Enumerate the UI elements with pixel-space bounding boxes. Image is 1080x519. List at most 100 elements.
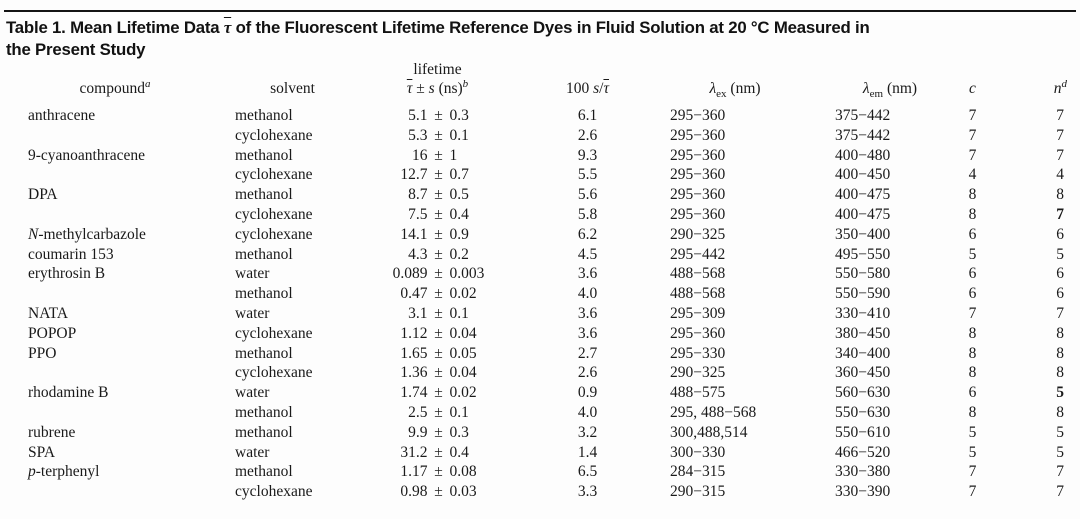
nm-unit: (nm) <box>726 80 761 97</box>
cell-ratio: 2.6 <box>520 126 655 146</box>
table-row: cyclohexane 0.98 ±0.03 3.3 290−315 330−39… <box>0 482 1080 502</box>
ratio-value: 3.2 <box>577 423 598 441</box>
table-top-rule <box>4 10 1076 12</box>
plus-minus-sign: ± <box>434 225 443 243</box>
excitation-range: 284−315 <box>670 463 726 481</box>
ratio-value: 6.5 <box>577 463 598 481</box>
cell-lambda-ex: 290−325 <box>655 225 815 245</box>
cell-lambda-em: 330−410 <box>815 304 945 324</box>
emission-range: 330−380 <box>835 463 891 481</box>
lifetime-value-group: 1.65 ±0.05 <box>374 344 502 364</box>
cell-n: 4 <box>1000 165 1080 185</box>
table-row: 9-cyanoanthracene methanol 16 ±1 9.3 295−… <box>0 146 1080 166</box>
lifetime-mean: 5.1 <box>408 107 428 124</box>
cell-lambda-em: 360−450 <box>815 363 945 383</box>
lifetime-error: 1 <box>449 146 458 164</box>
lifetime-value-group: 16 ±1 <box>374 146 502 166</box>
excitation-range: 300,488,514 <box>670 423 748 441</box>
header-lambda-ex: λex (nm) <box>655 60 815 106</box>
table-row: POPOP cyclohexane 1.12 ±0.04 3.6 295−360 … <box>0 324 1080 344</box>
cell-compound: N-methylcarbazole <box>0 225 230 245</box>
cell-compound <box>0 403 230 423</box>
lifetime-value-group: 5.3 ±0.1 <box>374 126 502 146</box>
solvent-name: cyclohexane <box>235 225 313 243</box>
lifetime-error: 0.1 <box>449 304 469 322</box>
lifetime-value-group: 1.17 ±0.08 <box>374 462 502 482</box>
lifetime-error: 0.7 <box>449 166 469 184</box>
cell-c: 8 <box>945 363 1000 383</box>
lifetime-error: 0.4 <box>449 443 469 461</box>
cell-solvent: methanol <box>230 403 355 423</box>
c-value: 8 <box>968 344 977 362</box>
header-c: c <box>945 60 1000 106</box>
cell-c: 6 <box>945 264 1000 284</box>
lifetime-mean: 5.3 <box>408 126 428 144</box>
n-value: 7 <box>1056 107 1064 124</box>
n-value: 8 <box>1056 186 1064 204</box>
cell-lambda-ex: 300,488,514 <box>655 423 815 443</box>
ratio-value: 2.6 <box>577 126 598 144</box>
lifetime-mean: 0.089 <box>392 265 428 283</box>
cell-c: 7 <box>945 146 1000 166</box>
n-value: 5 <box>1056 384 1064 402</box>
cell-lambda-em: 380−450 <box>815 324 945 344</box>
compound-name: anthracene <box>28 107 96 124</box>
solvent-name: methanol <box>235 463 293 481</box>
c-value: 8 <box>968 403 977 421</box>
cell-solvent: cyclohexane <box>230 225 355 245</box>
compound-name: rubrene <box>28 423 76 441</box>
cell-ratio: 9.3 <box>520 146 655 166</box>
cell-lambda-ex: 300−330 <box>655 443 815 463</box>
cell-compound: rubrene <box>0 423 230 443</box>
cell-ratio: 2.7 <box>520 344 655 364</box>
plus-minus-sign: ± <box>412 80 429 97</box>
cell-lambda-ex: 284−315 <box>655 462 815 482</box>
lifetime-value-group: 2.5 ±0.1 <box>374 403 502 423</box>
lifetime-mean: 1.74 <box>400 384 428 402</box>
cell-c: 8 <box>945 344 1000 364</box>
lifetime-mean: 1.36 <box>400 364 428 382</box>
emission-range: 466−520 <box>835 443 891 461</box>
excitation-range: 488−568 <box>670 285 726 303</box>
lifetime-error: 0.02 <box>449 285 477 303</box>
cell-n: 5 <box>1000 423 1080 443</box>
cell-ratio: 6.5 <box>520 462 655 482</box>
lifetime-mean: 14.1 <box>400 225 428 243</box>
emission-range: 400−480 <box>835 146 891 164</box>
n-value: 5 <box>1056 423 1064 441</box>
s-variable: s <box>593 80 600 97</box>
excitation-range: 300−330 <box>670 443 726 461</box>
title-line2: the Present Study <box>6 40 146 59</box>
cell-compound <box>0 284 230 304</box>
header-compound-label: compound <box>79 80 145 97</box>
emission-range: 360−450 <box>835 364 891 382</box>
lifetime-mean: 16 <box>412 146 428 164</box>
cell-lambda-ex: 295−360 <box>655 146 815 166</box>
cell-lifetime: 1.36 ±0.04 <box>355 363 520 383</box>
lifetime-mean: 31.2 <box>400 443 428 461</box>
lifetime-mean: 4.3 <box>408 245 428 263</box>
lifetime-error: 0.04 <box>449 364 477 382</box>
cell-ratio: 3.2 <box>520 423 655 443</box>
title-line1-pre: Table 1. Mean Lifetime Data <box>6 18 224 37</box>
compound-name: SPA <box>28 443 56 461</box>
cell-c: 8 <box>945 403 1000 423</box>
compound-name: 9-cyanoanthracene <box>28 146 146 164</box>
c-value: 8 <box>968 364 977 382</box>
solvent-name: methanol <box>235 403 293 421</box>
table-row: methanol 0.47 ±0.02 4.0 488−568 550−590 6… <box>0 284 1080 304</box>
ratio-value: 3.3 <box>577 483 598 501</box>
ratio-value: 2.7 <box>577 344 598 362</box>
cell-compound: p-terphenyl <box>0 462 230 482</box>
cell-lambda-ex: 295−330 <box>655 344 815 364</box>
cell-lambda-em: 550−610 <box>815 423 945 443</box>
cell-lambda-em: 400−475 <box>815 185 945 205</box>
n-value: 5 <box>1056 245 1064 263</box>
lifetime-error: 0.9 <box>449 225 469 243</box>
emission-range: 560−630 <box>835 384 891 402</box>
cell-n: 8 <box>1000 185 1080 205</box>
cell-lambda-em: 400−480 <box>815 146 945 166</box>
n-value: 5 <box>1056 443 1064 461</box>
emission-range: 330−390 <box>835 483 891 501</box>
c-value: 5 <box>968 443 977 461</box>
